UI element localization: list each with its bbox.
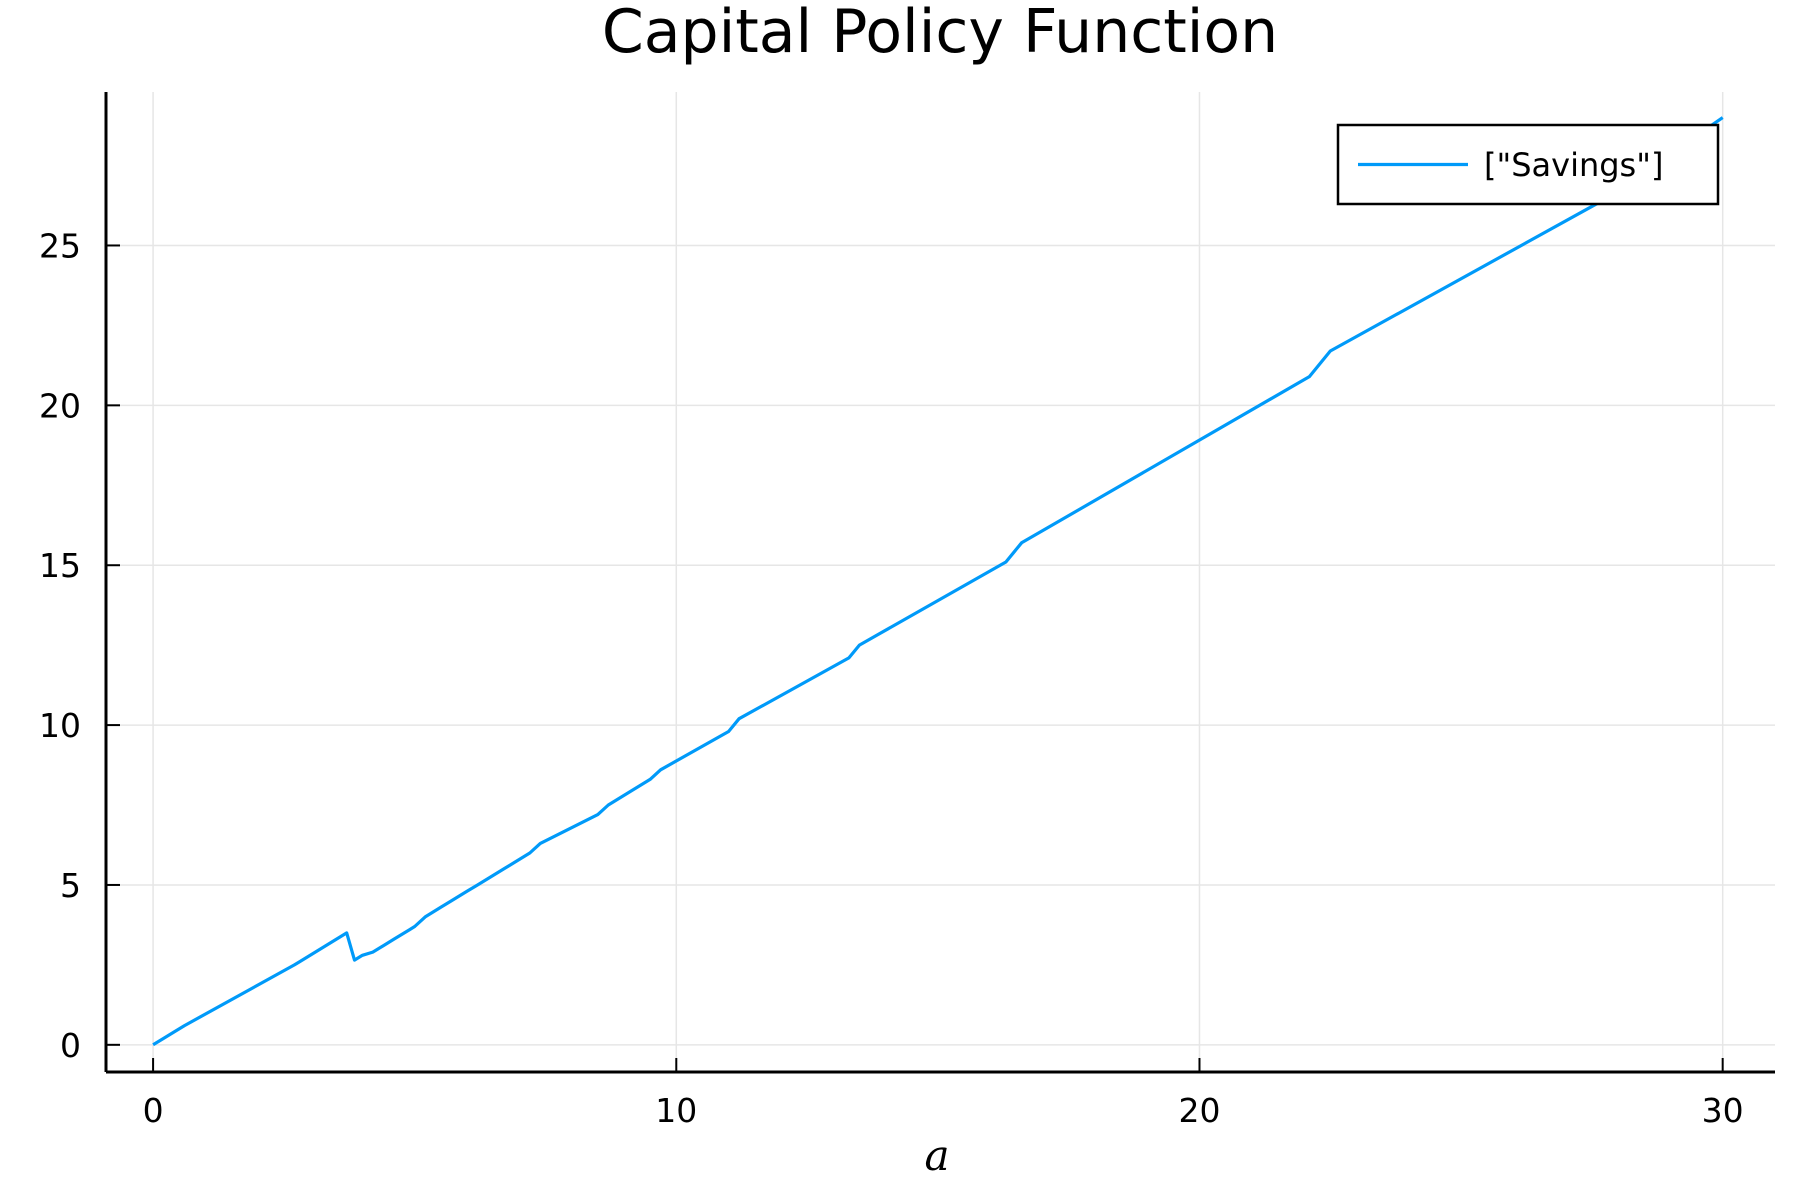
x-tick-label: 0 — [143, 1091, 164, 1130]
ticks: 0 10 20 30 0 5 10 15 20 25 — [39, 226, 1744, 1130]
axes — [104, 92, 1775, 1074]
series-layer — [152, 116, 1724, 1047]
y-tick-label: 25 — [39, 226, 81, 265]
y-tick-label: 15 — [39, 546, 81, 585]
y-tick-label: 5 — [60, 866, 81, 905]
x-tick-label: 20 — [1178, 1091, 1220, 1130]
grid — [106, 92, 1775, 1072]
x-tick-label: 30 — [1702, 1091, 1744, 1130]
y-tick-label: 20 — [39, 386, 81, 425]
x-tick-label: 10 — [655, 1091, 697, 1130]
y-tick-label: 0 — [60, 1026, 81, 1065]
legend: ["Savings"] — [1336, 123, 1720, 206]
chart-title: Capital Policy Function — [602, 0, 1278, 67]
y-tick-label: 10 — [39, 706, 81, 745]
series-line-0 — [152, 116, 1724, 1047]
x-axis-label: a — [924, 1131, 949, 1180]
legend-label: ["Savings"] — [1484, 146, 1663, 184]
